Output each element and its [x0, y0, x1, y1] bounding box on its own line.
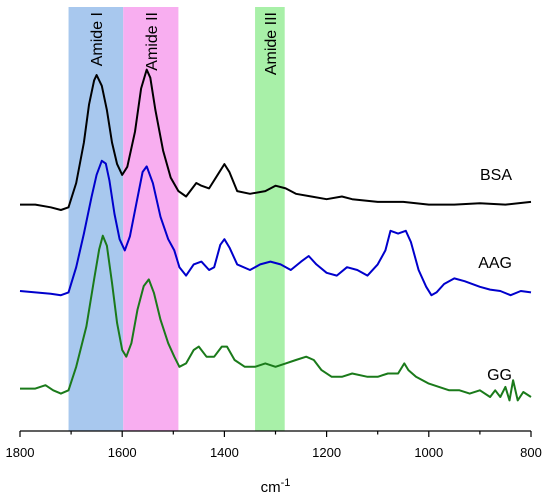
series-label-gg: GG	[487, 367, 512, 384]
x-tick-label: 800	[520, 445, 542, 460]
series-line-bsa	[20, 68, 532, 211]
x-tick-label: 1400	[210, 445, 239, 460]
series-line-gg	[20, 234, 532, 402]
band-label-amide-ii: Amide II	[144, 12, 161, 71]
series-label-aag: AAG	[478, 255, 512, 272]
x-axis: 1800 1600 1400 1200 1000 800	[6, 430, 542, 460]
x-tick-label: 1600	[108, 445, 137, 460]
x-axis-ticks: 1800 1600 1400 1200 1000 800	[6, 431, 542, 460]
band-label-amide-iii: Amide III	[263, 12, 280, 75]
x-tick-label: 1000	[414, 445, 443, 460]
band-amide-iii	[255, 7, 285, 431]
series-layer: BSA AAG GG	[19, 68, 532, 402]
band-label-amide-i: Amide I	[89, 12, 106, 66]
x-axis-title-superscript: -1	[281, 477, 291, 489]
x-tick-label: 1800	[6, 445, 35, 460]
x-axis-title: cm-1	[261, 477, 291, 496]
x-tick-label: 1200	[312, 445, 341, 460]
series-label-bsa: BSA	[480, 167, 512, 184]
series-line-aag	[19, 159, 532, 297]
